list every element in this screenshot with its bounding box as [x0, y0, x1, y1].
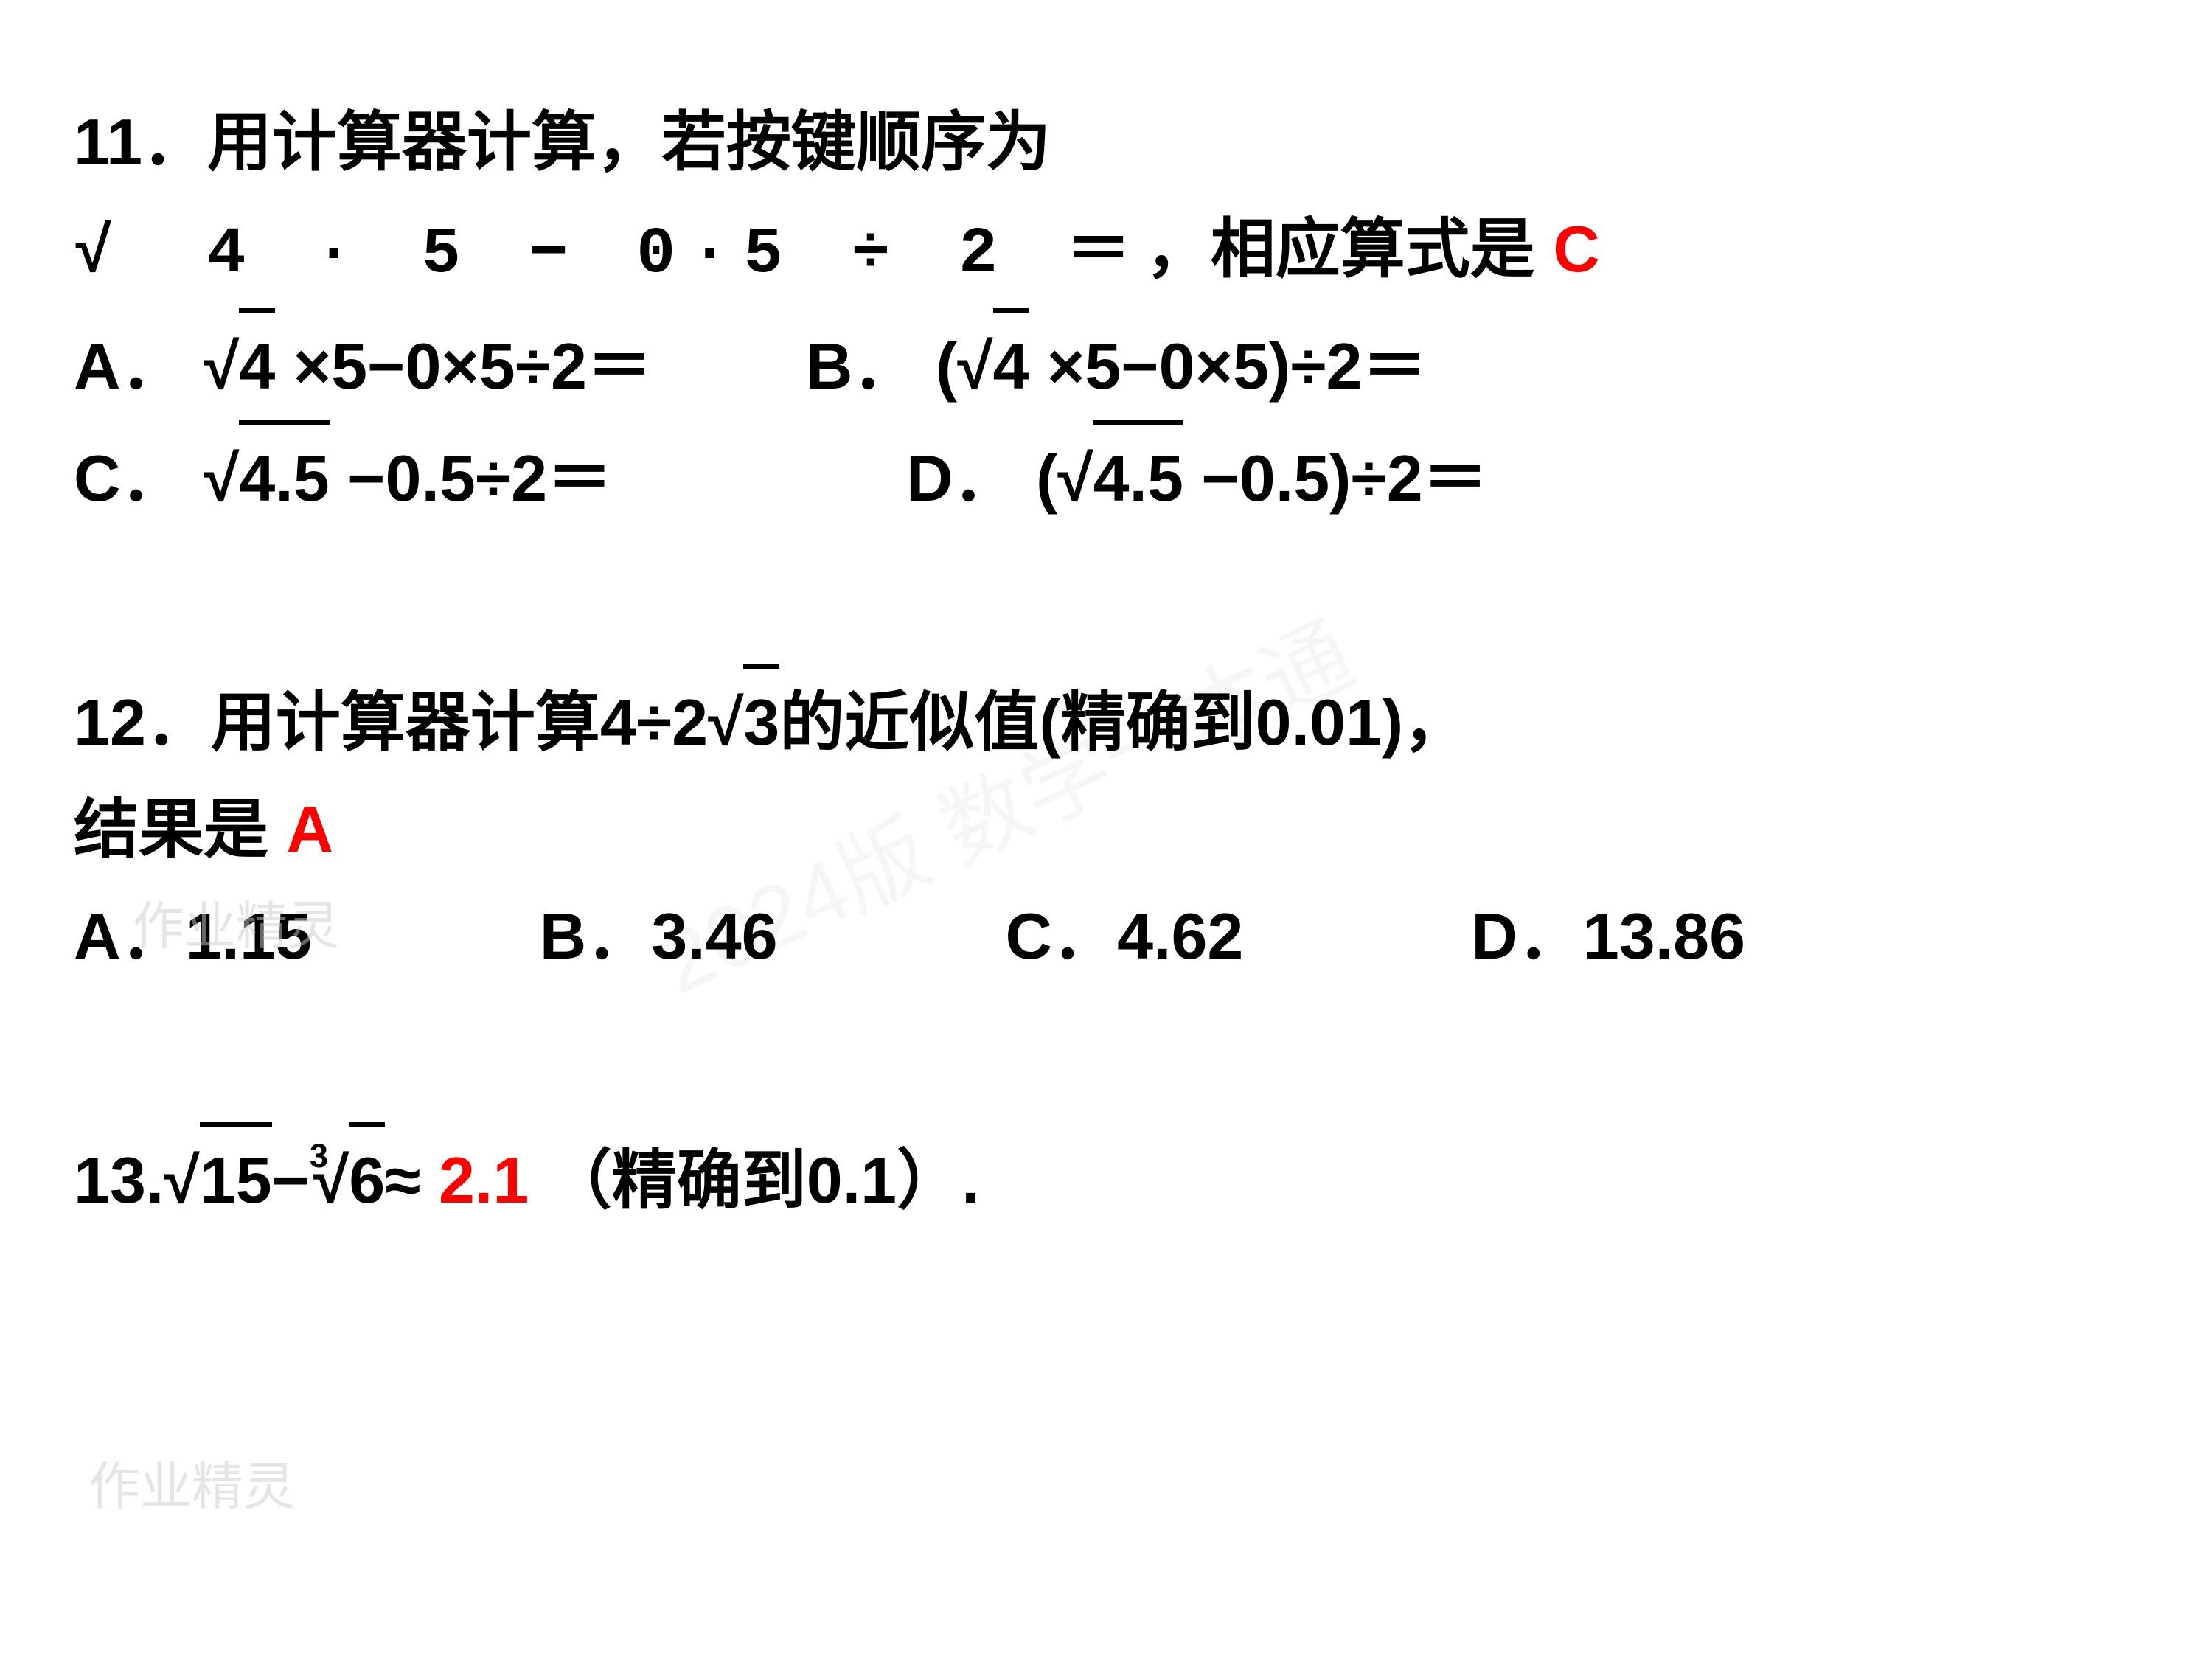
sqrt-expression: √4.5 [1057, 420, 1183, 532]
q13-number: 13. [74, 1144, 164, 1217]
q13-suffix: （精确到0.1）. [547, 1144, 980, 1217]
q12-opt-a-label: A． [74, 900, 186, 973]
q11-answer: C [1553, 212, 1600, 285]
q11-stem-line2: √ 4 · 5 − 0·5 ÷ 2 ＝，相应算式是 C [74, 195, 2138, 308]
question-11: 11．用计算器计算，若按键顺序为 √ 4 · 5 − 0·5 ÷ 2 ＝，相应算… [74, 88, 2138, 532]
q11-key-sequence: √ 4 · 5 − 0·5 ÷ 2 ＝ [74, 218, 1146, 291]
q11-opt-c-label: C． [74, 442, 186, 515]
q11-opt-a-label: A． [74, 330, 186, 403]
watermark-2: 作业精灵 [88, 1445, 295, 1520]
q12-number: 12． [74, 686, 211, 759]
q11-opt-b-label: B． [806, 330, 918, 403]
q11-opt-d-label: D． [906, 442, 1018, 515]
q11-opt-d-prefix: ( [1036, 442, 1057, 515]
sqrt-expression: √4.5 [204, 420, 330, 532]
q11-option-d: D． (√4.5 −0.5)÷2＝ [906, 442, 1488, 515]
q13-sqrt1: 15 [200, 1122, 272, 1234]
q11-opt-c-sqrt: 4.5 [239, 420, 329, 532]
sqrt-sign-icon: √ [204, 442, 239, 515]
watermark-2-text: 作业精灵 [88, 1458, 295, 1515]
q11-stem-line1: 11．用计算器计算，若按键顺序为 [74, 88, 2138, 195]
q12-opt-b-label: B． [540, 900, 652, 973]
q11-opt-a-sqrt: 4 [239, 308, 275, 420]
q12-stem-part1: 用计算器计算4÷2 [211, 686, 708, 759]
sqrt-expression: √4 [957, 308, 1029, 420]
q12-option-d: D．13.86 [1471, 900, 1745, 973]
question-12: 12．用计算器计算4÷2√3的近似值(精确到0.01)， 结果是 A A．1.1… [74, 664, 2138, 990]
q11-opt-b-rest: ×5−0×5)÷2＝ [1047, 330, 1427, 403]
q11-number: 11． [74, 105, 207, 178]
q11-options-row2: C． √4.5 −0.5÷2＝ D． (√4.5 −0.5)÷2＝ [74, 420, 2138, 532]
sqrt-expression: √15 [164, 1122, 271, 1234]
sqrt-sign-icon: √ [164, 1144, 199, 1217]
q12-option-a: A．1.15 [74, 900, 330, 973]
q11-options-row1: A． √4 ×5−0×5÷2＝ B． (√4 ×5−0×5)÷2＝ [74, 308, 2138, 420]
cbrt-expression: √6 [313, 1122, 385, 1234]
q12-opt-b-value: 3.46 [651, 900, 777, 973]
q13-sqrt2: 6 [349, 1122, 385, 1234]
q12-opt-c-value: 4.62 [1117, 900, 1243, 973]
sqrt-sign-icon: √ [1057, 442, 1093, 515]
q12-sqrt: 3 [743, 664, 779, 776]
q12-stem-part2: 的近似值(精确到0.01)， [779, 686, 1468, 759]
q11-opt-b-sqrt: 4 [993, 308, 1029, 420]
q11-opt-b-prefix: ( [936, 330, 957, 403]
q13-line: 13.√15−3√6≈ 2.1 （精确到0.1）. [74, 1122, 2138, 1234]
q12-stem-line1: 12．用计算器计算4÷2√3的近似值(精确到0.01)， [74, 664, 2138, 776]
q12-opt-c-label: C． [1006, 900, 1118, 973]
q12-answer: A [286, 793, 333, 866]
q12-option-b: B．3.46 [540, 900, 796, 973]
q12-opt-d-value: 13.86 [1583, 900, 1745, 973]
q13-minus: − [272, 1144, 310, 1217]
q11-option-c: C． √4.5 −0.5÷2＝ [74, 442, 630, 515]
sqrt-sign-icon: √ [708, 686, 743, 759]
sqrt-sign-icon: √ [204, 330, 239, 403]
sqrt-sign-icon: √ [313, 1144, 349, 1217]
question-13: 13.√15−3√6≈ 2.1 （精确到0.1）. [74, 1122, 2138, 1234]
q11-option-a: A． √4 ×5−0×5÷2＝ [74, 330, 669, 403]
sqrt-sign-icon: √ [957, 330, 992, 403]
q11-option-b: B． (√4 ×5−0×5)÷2＝ [806, 330, 1427, 403]
q11-opt-a-rest: ×5−0×5÷2＝ [293, 330, 652, 403]
q12-opt-a-value: 1.15 [186, 900, 312, 973]
q12-option-c: C．4.62 [1006, 900, 1262, 973]
q11-opt-d-rest: −0.5)÷2＝ [1201, 442, 1487, 515]
q12-options-row: A．1.15 B．3.46 C．4.62 D．13.86 [74, 883, 2138, 990]
q11-stem-text1: 用计算器计算，若按键顺序为 [207, 105, 1051, 178]
q13-answer: 2.1 [439, 1144, 529, 1217]
q11-opt-c-rest: −0.5÷2＝ [347, 442, 612, 515]
q12-opt-d-label: D． [1471, 900, 1583, 973]
q13-approx: ≈ [385, 1144, 420, 1217]
q11-stem-suffix: ，相应算式是 [1146, 212, 1535, 285]
sqrt-expression: √4 [204, 308, 275, 420]
q12-stem-text2: 结果是 [74, 793, 268, 866]
q11-opt-d-sqrt: 4.5 [1093, 420, 1183, 532]
q12-stem-line2: 结果是 A [74, 776, 2138, 883]
sqrt-expression: √3 [708, 664, 779, 776]
